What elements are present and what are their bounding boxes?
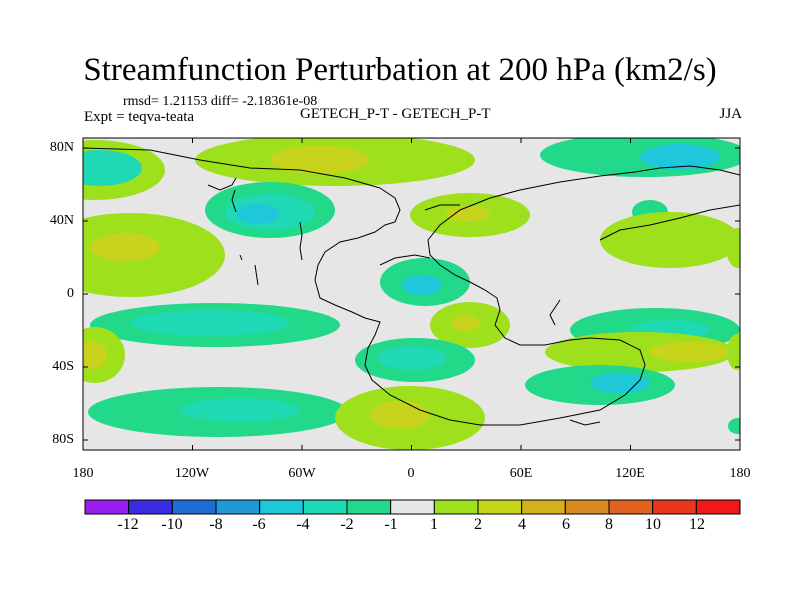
experiment-label: Expt = teqva-teata bbox=[84, 109, 195, 125]
colorbar-label: -4 bbox=[296, 516, 310, 533]
colorbar-box bbox=[433, 499, 479, 515]
colorbar-label: -2 bbox=[340, 516, 354, 533]
contour-region bbox=[270, 146, 370, 174]
contour-region bbox=[180, 398, 300, 422]
streamfunction-contours bbox=[83, 138, 740, 450]
coastline-fragment bbox=[254, 264, 259, 286]
contour-region bbox=[590, 373, 650, 393]
contour-region bbox=[90, 233, 160, 261]
coastline-fragment bbox=[569, 419, 601, 426]
lon-label: 120W bbox=[174, 466, 210, 481]
lon-label: 180 bbox=[729, 466, 751, 481]
coastline-fragment bbox=[299, 221, 303, 261]
colorbar-label: -1 bbox=[384, 516, 398, 533]
contour-region bbox=[545, 332, 735, 372]
colorbar-box bbox=[171, 499, 217, 515]
lon-label: 180 bbox=[72, 466, 94, 481]
colorbar-box bbox=[128, 499, 173, 515]
lon-label: 0 bbox=[407, 466, 415, 481]
contour-region bbox=[236, 204, 280, 224]
colorbar-box bbox=[390, 499, 435, 515]
contour-region bbox=[726, 228, 740, 268]
colorbar-label: 2 bbox=[474, 516, 482, 533]
colorbar-label: 1 bbox=[430, 516, 438, 533]
lat-label: 80N bbox=[49, 140, 74, 155]
pangaea-coastline bbox=[83, 147, 740, 426]
contour-region bbox=[83, 150, 142, 186]
colorbar-box bbox=[346, 499, 392, 515]
contour-region bbox=[728, 418, 740, 434]
contour-region bbox=[378, 346, 446, 370]
lat-label: 0 bbox=[67, 286, 74, 301]
lon-label: 60E bbox=[509, 466, 533, 481]
coastline-fragment bbox=[231, 189, 237, 213]
colorbar-boxes bbox=[84, 499, 741, 515]
contour-region bbox=[727, 334, 740, 370]
model-comparison-label: GETECH_P-T - GETECH_P-T bbox=[300, 106, 491, 122]
lat-label: 40N bbox=[49, 213, 74, 228]
colorbar-box bbox=[652, 499, 697, 515]
coastline-fragment bbox=[379, 254, 431, 266]
contour-region bbox=[640, 144, 720, 170]
colorbar-box bbox=[608, 499, 654, 515]
lon-label: 120E bbox=[615, 466, 645, 481]
colorbar-label: 8 bbox=[605, 516, 613, 533]
colorbar-label: 12 bbox=[689, 516, 705, 533]
coastline-fragment bbox=[549, 299, 561, 326]
colorbar-box bbox=[259, 499, 304, 515]
coastline-fragment bbox=[239, 254, 243, 261]
coastline-fragment bbox=[599, 204, 740, 241]
contour-region bbox=[83, 341, 107, 369]
colorbar-box bbox=[302, 499, 348, 515]
colorbar-box bbox=[84, 499, 130, 515]
colorbar-box bbox=[564, 499, 610, 515]
contour-region bbox=[452, 315, 480, 331]
coastline-fragment bbox=[207, 177, 237, 191]
colorbar-label: 10 bbox=[645, 516, 661, 533]
coastline-fragment bbox=[424, 204, 460, 211]
plot-title: Streamfunction Perturbation at 200 hPa (… bbox=[83, 52, 717, 88]
lat-label: 40S bbox=[52, 359, 74, 374]
contour-region bbox=[402, 275, 442, 295]
colorbar-label: 6 bbox=[562, 516, 570, 533]
contour-region bbox=[446, 206, 490, 222]
colorbar-label: 4 bbox=[518, 516, 526, 533]
contour-region bbox=[130, 310, 290, 336]
rmsd-diff-stats: rmsd= 1.21153 diff= -2.18361e-08 bbox=[123, 94, 318, 109]
lon-label: 60W bbox=[288, 466, 316, 481]
colorbar-box bbox=[215, 499, 261, 515]
colorbar-box bbox=[521, 499, 566, 515]
colorbar-label: -12 bbox=[117, 516, 139, 533]
season-label: JJA bbox=[719, 106, 742, 122]
colorbar-box bbox=[695, 499, 741, 515]
colorbar-label: -6 bbox=[252, 516, 266, 533]
colorbar-label: -10 bbox=[161, 516, 183, 533]
colorbar-label: -8 bbox=[209, 516, 223, 533]
lat-label: 80S bbox=[52, 432, 74, 447]
contour-region bbox=[650, 342, 730, 362]
colorbar-box bbox=[477, 499, 523, 515]
coastlines bbox=[83, 147, 740, 426]
axis-ticks bbox=[82, 138, 741, 450]
contour-region bbox=[600, 212, 740, 268]
